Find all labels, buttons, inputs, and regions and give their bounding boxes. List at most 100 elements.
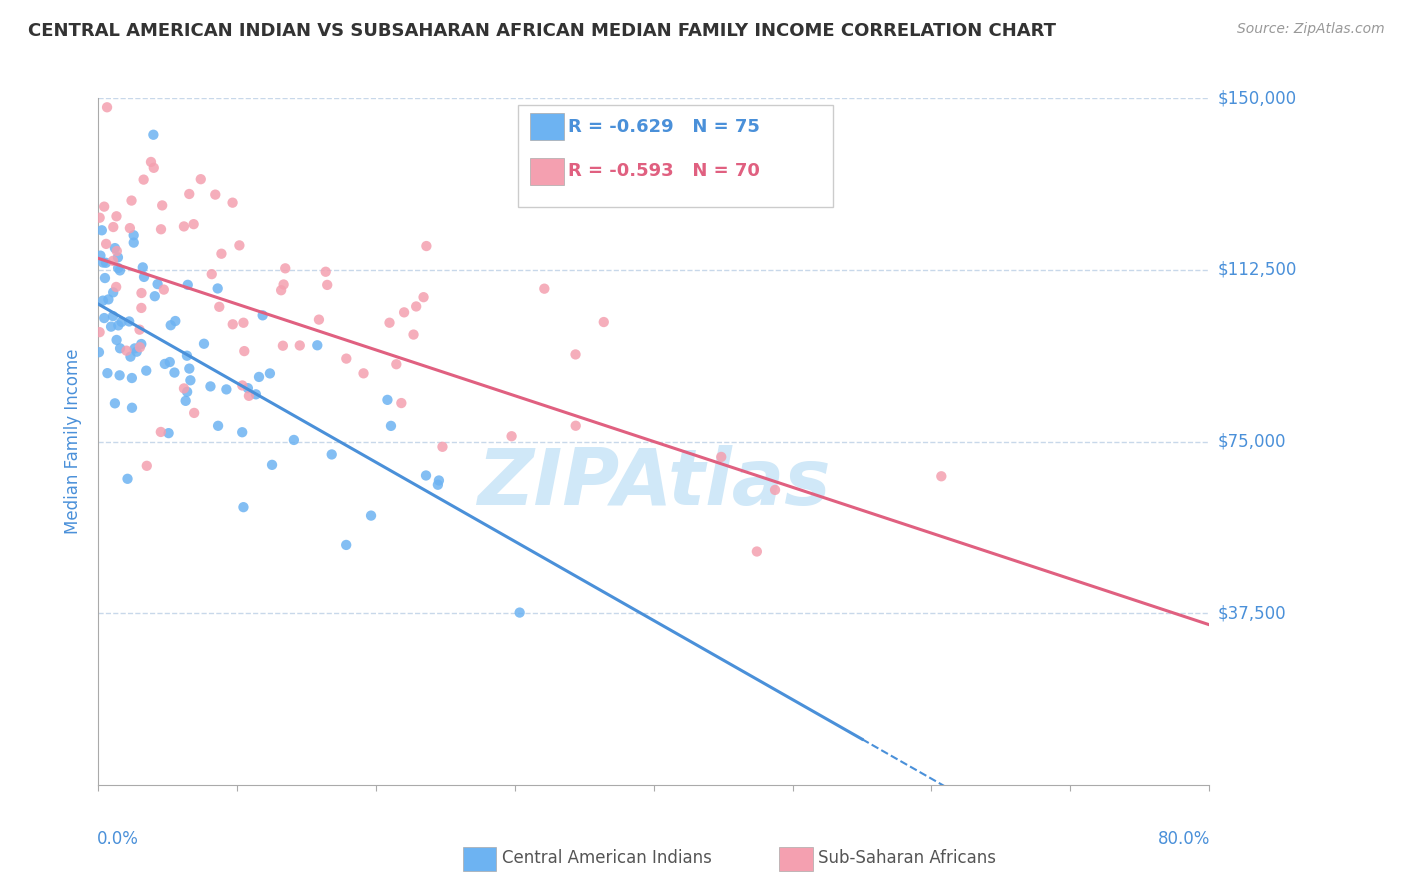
Point (592, 315, 614, 329)
Point (163, 366, 186, 380)
Point (745, 544, 768, 558)
Point (149, 425, 172, 439)
Point (108, 263, 131, 277)
Point (710, 450, 733, 464)
Point (183, 406, 205, 420)
Point (228, 238, 250, 252)
Text: R = -0.593   N = 70: R = -0.593 N = 70 (568, 162, 761, 180)
Point (183, 217, 205, 231)
Point (259, 367, 281, 381)
Point (252, 309, 274, 323)
Point (335, 351, 357, 366)
Point (238, 389, 260, 403)
Point (121, 371, 143, 385)
Point (177, 277, 200, 292)
Point (415, 468, 437, 483)
Point (108, 341, 131, 355)
Point (321, 447, 343, 461)
Point (89, 211, 111, 225)
Point (129, 337, 152, 351)
Point (93, 200, 115, 214)
Point (274, 261, 297, 276)
Point (360, 508, 382, 523)
Point (415, 239, 437, 253)
Text: 0.0%: 0.0% (97, 830, 139, 847)
Point (165, 314, 187, 328)
Point (179, 186, 201, 201)
Point (232, 316, 254, 330)
Point (201, 267, 224, 281)
Point (270, 283, 292, 297)
Point (307, 338, 329, 352)
Point (426, 477, 449, 491)
Point (153, 283, 176, 297)
Point (89, 249, 111, 263)
Point (131, 286, 153, 301)
Point (104, 241, 127, 255)
Point (564, 418, 586, 433)
Point (118, 221, 141, 235)
Text: Sub-Saharan Africans: Sub-Saharan Africans (818, 849, 997, 867)
Point (271, 339, 294, 353)
Text: ZIPAtlas: ZIPAtlas (477, 445, 831, 521)
Point (245, 387, 267, 401)
Point (146, 277, 169, 291)
Point (222, 318, 245, 332)
Point (377, 392, 399, 407)
Point (378, 316, 401, 330)
Y-axis label: Median Family Income: Median Family Income (65, 349, 83, 534)
Text: R = -0.629   N = 75: R = -0.629 N = 75 (568, 118, 761, 136)
Point (89, 325, 111, 339)
Point (121, 401, 143, 415)
Point (179, 373, 201, 387)
Point (150, 222, 173, 236)
Point (763, 483, 786, 497)
Point (174, 393, 197, 408)
Point (91, 255, 114, 269)
Text: Source: ZipAtlas.com: Source: ZipAtlas.com (1237, 22, 1385, 37)
Point (125, 344, 148, 359)
Text: 80.0%: 80.0% (1159, 830, 1211, 847)
Point (316, 277, 339, 292)
Point (159, 318, 181, 333)
Point (87, 345, 110, 359)
Text: $112,500: $112,500 (1218, 260, 1296, 279)
Point (564, 347, 586, 361)
Point (129, 340, 152, 354)
Point (389, 396, 412, 410)
Point (157, 426, 180, 441)
Point (215, 383, 238, 397)
Point (208, 300, 231, 314)
Point (93, 311, 115, 326)
Point (231, 378, 253, 392)
Point (427, 474, 450, 488)
Point (124, 342, 146, 356)
Point (115, 343, 138, 358)
Point (193, 336, 215, 351)
Point (142, 128, 165, 142)
Point (207, 418, 229, 433)
Point (91, 293, 114, 308)
Point (153, 357, 176, 371)
Point (233, 344, 256, 359)
Point (135, 364, 157, 378)
Point (236, 381, 259, 395)
Point (283, 433, 305, 447)
Point (231, 425, 253, 440)
Point (122, 228, 145, 243)
Point (176, 384, 198, 399)
Point (247, 370, 270, 384)
Point (412, 290, 434, 304)
Point (96, 100, 118, 114)
Point (120, 350, 142, 364)
Point (221, 195, 243, 210)
Point (105, 280, 128, 294)
Point (273, 277, 295, 292)
Text: CENTRAL AMERICAN INDIAN VS SUBSAHARAN AFRICAN MEDIAN FAMILY INCOME CORRELATION C: CENTRAL AMERICAN INDIAN VS SUBSAHARAN AF… (28, 22, 1056, 40)
Point (107, 260, 129, 275)
Point (94, 236, 117, 251)
Point (117, 472, 139, 486)
Point (105, 244, 128, 258)
Point (122, 235, 145, 250)
Point (315, 265, 337, 279)
